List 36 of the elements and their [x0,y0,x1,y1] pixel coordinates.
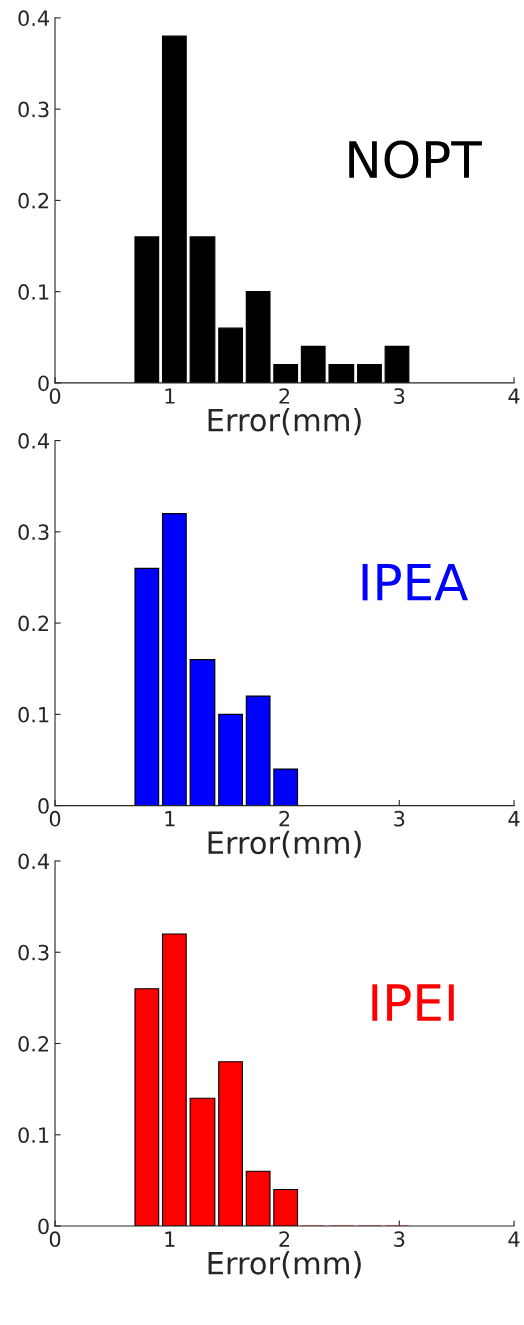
text: NOPT [349,140,482,179]
x-tick-label: 1 [165,388,175,404]
y-tick-label: 0.3 [18,101,49,118]
x-tick-label: 3 [394,1231,405,1248]
y-tick-label: 0.4 [18,853,49,870]
y-tick-label: 0.3 [18,944,49,961]
x-tick-label: 4 [508,811,520,827]
x-tick-label: 0 [49,1231,61,1248]
x-tick-label: 0 [49,388,61,404]
x-tick-label: 4 [508,388,520,404]
x-tick-label: 1 [165,1231,175,1247]
text: IPEI [372,984,454,1021]
y-tick-label: 0 [38,798,49,814]
x-tick-label: 2 [279,810,290,827]
y-tick-label: 0.1 [18,706,49,723]
x-tick-label: 1 [165,811,175,827]
y-tick-label: 0.1 [18,1127,49,1143]
x-tick-label: 4 [508,1231,520,1247]
y-tick-label: 0 [38,375,49,392]
x-axis-title: Error(mm) [208,407,361,436]
x-axis-title: Error(mm) [208,830,361,858]
text: IPEA [362,563,468,601]
x-axis-title: Error(mm) [208,1251,361,1279]
x-tick-label: 3 [394,388,405,404]
y-tick-label: 0.4 [18,10,49,27]
x-tick-label: 2 [279,1231,290,1247]
y-tick-label: 0.3 [18,524,49,541]
y-tick-label: 0.2 [18,1035,49,1052]
y-tick-label: 0.2 [18,615,49,632]
x-tick-label: 2 [279,388,290,404]
x-tick-label: 0 [49,810,61,827]
y-tick-label: 0.1 [18,284,49,300]
y-tick-label: 0 [38,1218,49,1235]
x-tick-label: 3 [394,810,405,827]
y-tick-label: 0.2 [18,192,49,209]
y-tick-label: 0.4 [18,433,49,449]
